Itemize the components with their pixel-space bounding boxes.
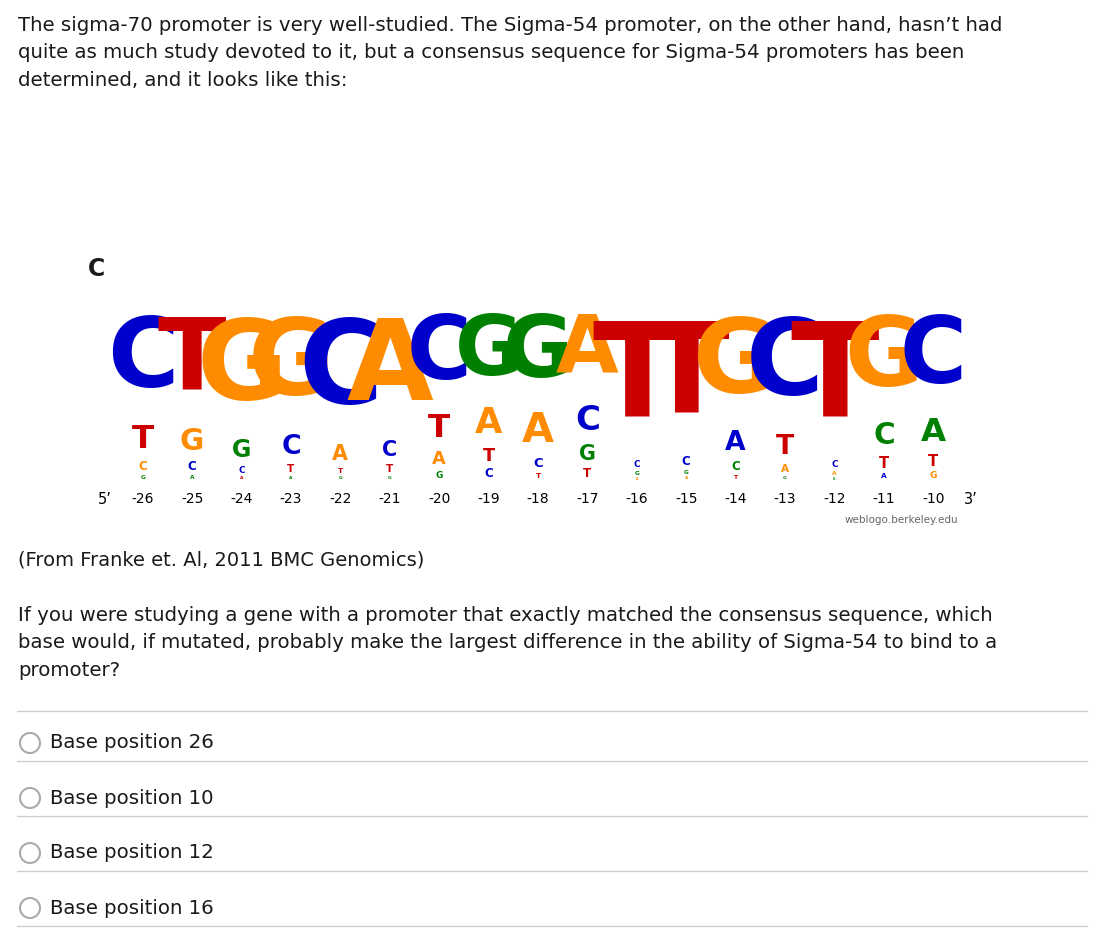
Text: C: C (746, 314, 824, 417)
Text: 3’: 3’ (964, 491, 978, 506)
Text: C: C (88, 257, 105, 281)
Text: C: C (682, 455, 691, 468)
Text: A: A (433, 450, 446, 468)
Text: A: A (475, 406, 502, 441)
Text: A: A (832, 472, 837, 476)
Text: C: C (831, 461, 838, 469)
Text: T: T (338, 468, 343, 475)
Text: T: T (776, 433, 794, 460)
Text: T: T (482, 446, 495, 465)
Text: A: A (556, 312, 618, 389)
Text: G: G (693, 314, 778, 415)
Text: C: C (533, 458, 543, 471)
Text: C: C (382, 441, 397, 461)
Text: G: G (502, 312, 573, 395)
Text: C: C (298, 315, 383, 427)
Text: T: T (644, 317, 729, 438)
Text: T: T (428, 414, 450, 445)
Text: C: C (282, 433, 300, 460)
Text: A: A (240, 476, 243, 480)
Text: C: C (731, 461, 740, 473)
Text: C: C (138, 461, 147, 473)
Text: G: G (140, 475, 145, 480)
Text: -10: -10 (922, 492, 945, 506)
Text: The sigma-70 promoter is very well-studied. The Sigma-54 promoter, on the other : The sigma-70 promoter is very well-studi… (18, 16, 1002, 90)
Text: A: A (781, 464, 789, 475)
Text: G: G (683, 470, 689, 475)
Text: Base position 10: Base position 10 (50, 788, 213, 808)
Text: -20: -20 (428, 492, 450, 506)
Text: A: A (881, 474, 887, 479)
Text: C: C (634, 461, 640, 469)
Text: G: G (578, 444, 596, 464)
Text: C: C (485, 467, 493, 480)
Text: -18: -18 (527, 492, 550, 506)
Text: A: A (636, 477, 638, 481)
Text: G: G (455, 311, 522, 392)
Text: G: G (834, 477, 836, 481)
Text: A: A (725, 431, 746, 456)
Text: -12: -12 (824, 492, 846, 506)
Text: G: G (435, 471, 443, 480)
Text: Base position 16: Base position 16 (50, 899, 214, 917)
Text: -14: -14 (724, 492, 747, 506)
Text: G: G (635, 472, 639, 476)
Text: G: G (197, 315, 287, 422)
Text: Base position 26: Base position 26 (50, 734, 214, 753)
Text: (From Franke et. Al, 2011 BMC Genomics): (From Franke et. Al, 2011 BMC Genomics) (18, 551, 424, 570)
Text: T: T (158, 314, 226, 411)
Text: -26: -26 (131, 492, 153, 506)
Text: -15: -15 (675, 492, 698, 506)
Text: -11: -11 (872, 492, 895, 506)
Text: T: T (287, 464, 295, 475)
Text: -25: -25 (181, 492, 203, 506)
Text: T: T (386, 464, 393, 475)
Text: -21: -21 (379, 492, 401, 506)
Text: T: T (790, 317, 879, 444)
Text: G: G (232, 438, 252, 462)
Text: G: G (783, 476, 787, 480)
Text: A: A (289, 476, 293, 480)
Text: C: C (238, 466, 245, 475)
Text: A: A (347, 315, 433, 423)
Text: C: C (406, 312, 471, 399)
Text: G: G (845, 313, 923, 406)
Text: T: T (583, 467, 592, 480)
Text: weblogo.berkeley.edu: weblogo.berkeley.edu (845, 515, 958, 525)
Text: -16: -16 (626, 492, 648, 506)
Text: G: G (339, 476, 342, 480)
Text: A: A (332, 444, 349, 464)
Text: G: G (247, 314, 335, 417)
Text: A: A (684, 476, 688, 480)
Text: If you were studying a gene with a promoter that exactly matched the consensus s: If you were studying a gene with a promo… (18, 606, 997, 680)
Text: T: T (734, 475, 737, 480)
Text: C: C (188, 461, 197, 473)
Text: Base position 12: Base position 12 (50, 843, 214, 862)
Text: A: A (522, 411, 554, 450)
Text: A: A (190, 475, 194, 480)
Text: -13: -13 (774, 492, 796, 506)
Text: -22: -22 (329, 492, 351, 506)
Text: -23: -23 (279, 492, 302, 506)
Text: -24: -24 (231, 492, 253, 506)
Text: -17: -17 (576, 492, 598, 506)
Text: C: C (575, 404, 599, 437)
Text: T: T (131, 424, 153, 455)
Text: T: T (593, 317, 681, 444)
Text: C: C (107, 314, 179, 407)
Text: C: C (900, 312, 967, 402)
Text: -19: -19 (477, 492, 500, 506)
Text: G: G (930, 471, 937, 480)
Text: T: T (928, 454, 938, 469)
Text: A: A (921, 417, 946, 448)
Text: G: G (180, 427, 204, 456)
Text: C: C (873, 421, 894, 450)
Text: T: T (879, 456, 889, 471)
Text: 5’: 5’ (98, 491, 112, 506)
Text: T: T (535, 474, 541, 479)
Text: G: G (388, 476, 392, 480)
